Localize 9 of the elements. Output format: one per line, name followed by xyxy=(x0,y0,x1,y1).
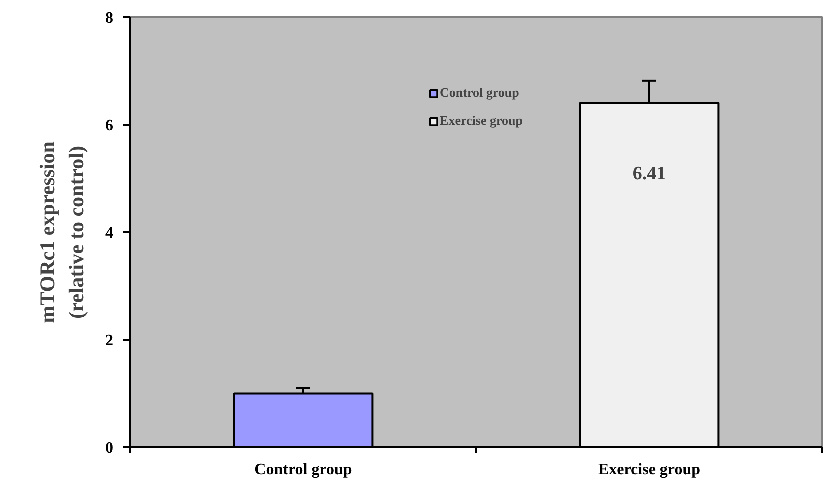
y-tick-label: 2 xyxy=(106,332,114,350)
legend-label: Exercise group xyxy=(440,113,523,129)
y-tick-label: 6 xyxy=(106,118,114,134)
y-tick-label: 8 xyxy=(106,10,114,27)
y-tick-label: 0 xyxy=(106,440,114,457)
y-tick-label: 4 xyxy=(106,225,114,242)
y-axis-title: mTORc1 expression (relative to control) xyxy=(36,141,88,324)
legend-label: Control group xyxy=(440,85,520,101)
data-label: 6.41 xyxy=(632,163,666,184)
